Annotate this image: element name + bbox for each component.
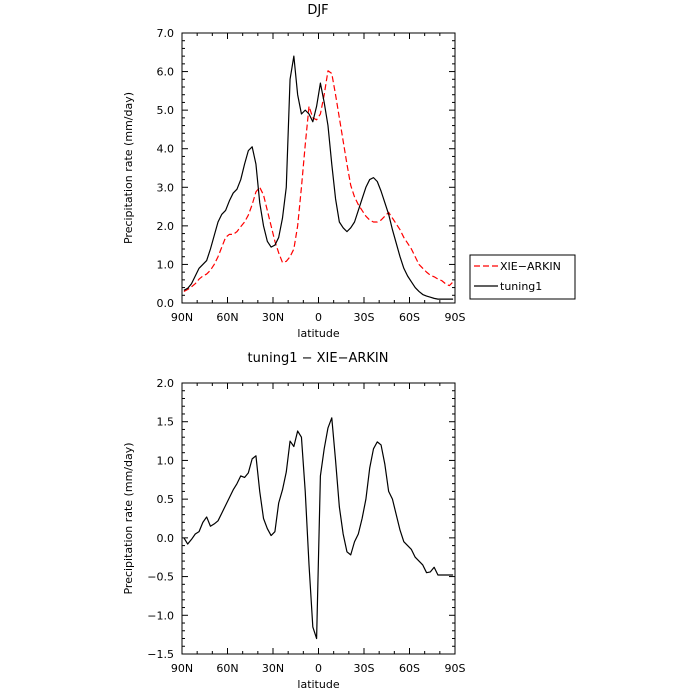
xie-arkin-line	[183, 70, 454, 292]
difference-line	[183, 417, 454, 640]
bottom-panel-ylabel: Precipitation rate (mm/day)	[122, 442, 135, 594]
bottom-panel-ticks: −1.5 −1.0 −0.5 0.0 0.5 1.0 1.5 2.0 90N 60N 30N 0 30S…	[147, 377, 465, 675]
x-tick-label: 60S	[399, 662, 420, 675]
y-tick-label: −1.0	[147, 609, 174, 622]
x-tick-label: 0	[315, 662, 322, 675]
x-tick-label: 30S	[354, 311, 375, 324]
x-tick-label: 30N	[262, 311, 284, 324]
bottom-panel: tuning1 − XIE−ARKIN −1.5 −1.0 −0.5 0.0 0.5 1.…	[122, 351, 466, 691]
x-tick-label: 90S	[445, 311, 466, 324]
legend: XIE−ARKIN tuning1	[469, 254, 576, 300]
tuning1-line	[183, 55, 454, 300]
x-tick-label: 0	[315, 311, 322, 324]
y-tick-label: 6.0	[157, 66, 175, 79]
legend-box	[469, 254, 576, 300]
x-tick-label: 30S	[354, 662, 375, 675]
x-tick-label: 60S	[399, 311, 420, 324]
y-tick-label: 5.0	[157, 104, 175, 117]
y-tick-label: 0.0	[157, 532, 175, 545]
y-tick-label: 3.0	[157, 181, 175, 194]
legend-label-tuning1: tuning1	[500, 280, 542, 293]
bottom-panel-title: tuning1 − XIE−ARKIN	[248, 351, 389, 366]
x-tick-label: 30N	[262, 662, 284, 675]
y-tick-label: 2.0	[157, 377, 175, 390]
top-panel-ylabel: Precipitation rate (mm/day)	[122, 92, 135, 244]
top-panel-xlabel: latitude	[297, 327, 339, 340]
y-tick-label: −0.5	[147, 571, 174, 584]
y-tick-label: −1.5	[147, 648, 174, 661]
y-tick-label: 7.0	[157, 27, 175, 40]
y-tick-label: 2.0	[157, 220, 175, 233]
top-panel-series	[183, 55, 454, 300]
x-tick-label: 90S	[445, 662, 466, 675]
bottom-panel-series	[183, 417, 454, 640]
y-tick-label: 1.0	[157, 454, 175, 467]
x-tick-label: 90N	[171, 662, 193, 675]
y-tick-label: 4.0	[157, 143, 175, 156]
y-tick-label: 0.0	[157, 297, 175, 310]
x-tick-label: 60N	[216, 662, 238, 675]
x-tick-label: 90N	[171, 311, 193, 324]
y-tick-label: 0.5	[157, 493, 175, 506]
top-panel: DJF 0.0 1.0 2.0 3.0 4.0 5.0 6.0 7.0 90N 60N 30N 0 30…	[122, 3, 466, 340]
top-panel-ticks: 0.0 1.0 2.0 3.0 4.0 5.0 6.0 7.0 90N 60N 30N 0 30S 60S…	[157, 27, 466, 324]
y-tick-label: 1.0	[157, 258, 175, 271]
x-tick-label: 60N	[216, 311, 238, 324]
top-panel-title: DJF	[307, 3, 328, 18]
y-tick-label: 1.5	[157, 416, 175, 429]
legend-label-xie-arkin: XIE−ARKIN	[500, 260, 561, 273]
bottom-panel-xlabel: latitude	[297, 678, 339, 691]
